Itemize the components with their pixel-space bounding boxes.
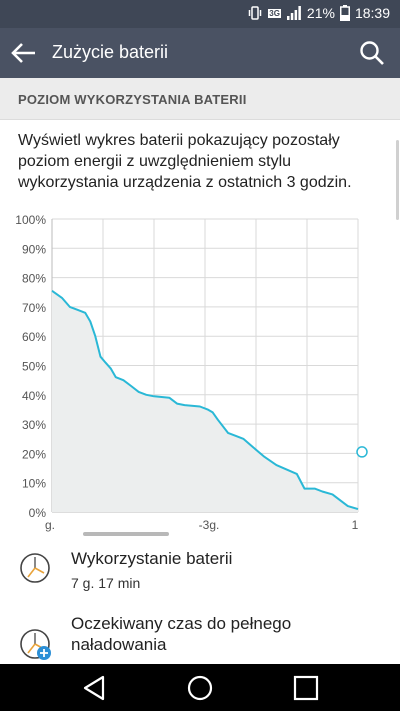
signal-icon: [286, 6, 301, 20]
section-title: POZIOM WYKORZYSTANIA BATERII: [18, 92, 247, 107]
list-item-charge-time[interactable]: Oczekiwany czas do pełnego naładowania: [0, 604, 400, 664]
status-icons: 3G 21% 18:39: [247, 5, 390, 21]
y-tick-label: 0%: [29, 506, 47, 520]
clock-time: 18:39: [354, 5, 390, 21]
x-tick-label: 1: [352, 518, 359, 532]
y-tick-label: 30%: [22, 418, 46, 432]
y-tick-label: 20%: [22, 447, 46, 461]
battery-usage-title: Wykorzystanie baterii: [71, 549, 233, 568]
y-tick-label: 60%: [22, 330, 46, 344]
y-tick-label: 80%: [22, 272, 46, 286]
nav-home-button[interactable]: [186, 674, 214, 702]
battery-chart-svg: 100% 90% 80% 70% 60% 50% 40% 30% 20% 10% 0%g. -3g. 1: [15, 213, 368, 532]
recents-square-icon: [293, 675, 319, 701]
app-bar: Zużycie baterii: [0, 28, 400, 78]
battery-icon: [339, 5, 350, 21]
back-button[interactable]: [10, 40, 38, 66]
current-level-marker: [356, 446, 368, 458]
search-button[interactable]: [358, 39, 386, 67]
section-header: POZIOM WYKORZYSTANIA BATERII: [0, 78, 400, 120]
network-badge: 3G: [268, 8, 281, 18]
vertical-scrollbar[interactable]: [396, 140, 399, 220]
clock-icon: [20, 553, 50, 583]
home-circle-icon: [187, 675, 213, 701]
vibrate-icon: [249, 6, 262, 20]
y-tick-label: 90%: [22, 242, 46, 256]
list-item-battery-usage[interactable]: Wykorzystanie baterii 7 g. 17 min: [0, 540, 400, 602]
y-tick-label: 70%: [22, 301, 46, 315]
battery-area-fill: [52, 290, 358, 512]
battery-usage-value: 7 g. 17 min: [71, 575, 141, 591]
y-tick-label: 50%: [22, 360, 46, 374]
clock-charging-icon: [20, 629, 51, 660]
x-tick-label: g.: [45, 518, 55, 532]
status-bar: 3G 21% 18:39: [0, 0, 400, 28]
y-tick-label: 10%: [22, 477, 46, 491]
battery-level-line: [51, 289, 359, 511]
y-tick-label: 40%: [22, 389, 46, 403]
chart-description: Wyświetl wykres baterii pokazujący pozos…: [18, 132, 352, 191]
horizontal-scrollbar[interactable]: [83, 532, 169, 536]
back-triangle-icon: [83, 675, 105, 701]
navigation-bar: [0, 664, 400, 711]
charge-time-title-line2: naładowania: [71, 635, 167, 654]
battery-chart: 100% 90% 80% 70% 60% 50% 40% 30% 20% 10% 0% g. -3g. 1: [0, 205, 400, 540]
page-title: Zużycie baterii: [52, 42, 169, 62]
charge-time-title-line1: Oczekiwany czas do pełnego: [71, 614, 292, 633]
nav-recents-button[interactable]: [292, 674, 320, 702]
back-arrow-icon: [11, 43, 35, 63]
nav-back-button[interactable]: [81, 674, 109, 702]
x-tick-label: -3g.: [199, 518, 220, 532]
search-icon: [360, 41, 384, 65]
battery-percent: 21%: [306, 5, 335, 21]
y-tick-label: 100%: [15, 213, 46, 227]
